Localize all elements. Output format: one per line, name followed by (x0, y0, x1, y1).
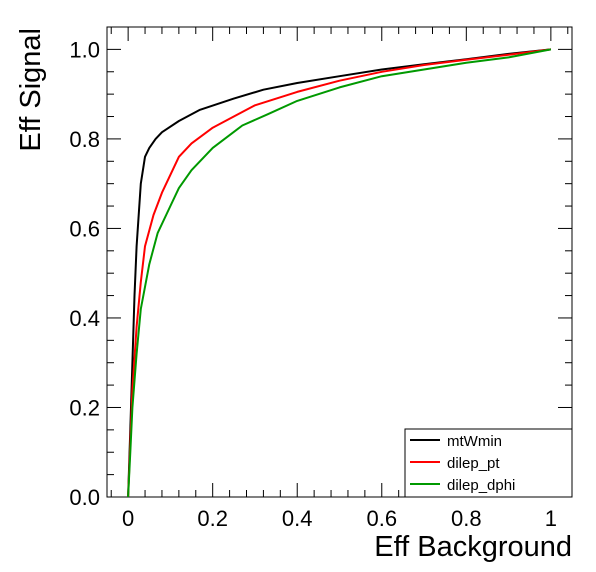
x-axis-label: Eff Background (374, 531, 572, 563)
legend-label: mtWmin (447, 433, 502, 450)
y-tick-label: 0.8 (69, 127, 100, 152)
legend-label: dilep_pt (447, 455, 500, 472)
y-tick-label: 1.0 (69, 37, 100, 62)
y-tick-label: 0.2 (69, 395, 100, 420)
axis-tick-labels: 0 0.2 0.4 0.6 0.8 1 0.0 0.2 0.4 0.6 0.8 1.0 (69, 37, 557, 531)
x-tick-label: 0.2 (197, 506, 228, 531)
axis-ticks (107, 26, 572, 498)
y-tick-label: 0.0 (69, 485, 100, 510)
x-tick-label: 1 (545, 506, 557, 531)
x-tick-label: 0.8 (451, 506, 482, 531)
legend-label: dilep_dphi (447, 477, 515, 494)
plot-frame (106, 26, 573, 498)
x-tick-label: 0.6 (366, 506, 397, 531)
legend: mtWmin dilep_pt dilep_dphi (404, 428, 573, 498)
y-tick-label: 0.4 (69, 306, 100, 331)
series-layer (127, 48, 552, 498)
legend-items: mtWmin dilep_pt dilep_dphi (410, 433, 515, 494)
series-line-dilep-dphi (127, 48, 552, 498)
series-line-dilep-pt (127, 48, 552, 498)
x-tick-label: 0 (122, 506, 134, 531)
series-line-mtwmin (127, 48, 552, 498)
y-tick-label: 0.6 (69, 216, 100, 241)
y-axis-label: Eff Signal (15, 28, 47, 152)
x-tick-label: 0.4 (282, 506, 313, 531)
